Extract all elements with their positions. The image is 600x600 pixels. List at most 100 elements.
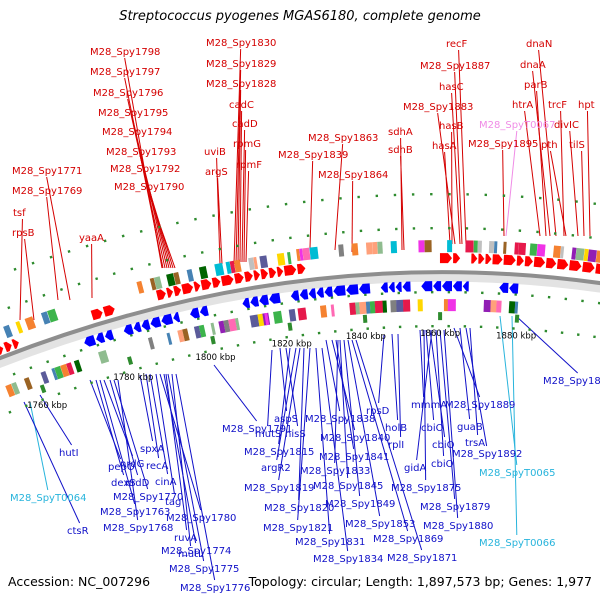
reverse-gene-label[interactable]: tag <box>165 497 181 508</box>
forward-gene-label[interactable]: sdhA <box>388 127 413 138</box>
forward-gene-label[interactable]: divIC <box>554 120 579 131</box>
forward-gene-label[interactable]: M28_Spy1793 <box>106 147 176 158</box>
reverse-gene-label[interactable]: M28_Spy1763 <box>100 507 170 518</box>
forward-gene-label[interactable]: M28_Spy1771 <box>12 166 82 177</box>
reverse-gene-label[interactable]: M28_Spy1849 <box>325 499 395 510</box>
reverse-gene-label[interactable]: M28_Spy1820 <box>264 503 334 514</box>
reverse-gene-label[interactable]: rplI <box>388 440 404 451</box>
forward-gene-label[interactable]: hasA <box>432 141 457 152</box>
forward-gene-label[interactable]: hpt <box>578 100 595 111</box>
forward-gene-label[interactable]: M28_Spy1796 <box>93 88 163 99</box>
reverse-gene-label[interactable]: M28_Spy1770 <box>113 492 183 503</box>
reverse-gene-label[interactable]: mutS <box>255 429 281 440</box>
forward-gene-label[interactable]: uviB <box>204 147 226 158</box>
reverse-gene-label[interactable]: nrdD <box>125 478 150 489</box>
reverse-gene-label[interactable]: M28_Spy1896 <box>543 376 600 387</box>
reverse-gene-label[interactable]: M28_Spy1815 <box>244 447 314 458</box>
reverse-gene-label[interactable]: M28_Spy1775 <box>169 564 239 575</box>
forward-gene-label[interactable]: cadD <box>232 119 258 130</box>
forward-gene-label[interactable]: recF <box>446 39 468 50</box>
forward-gene-label[interactable]: rpsB <box>12 228 35 239</box>
forward-gene-label[interactable]: M28_Spy1829 <box>206 59 276 70</box>
reverse-gene-label[interactable]: M28_Spy1853 <box>345 519 415 530</box>
forward-gene-label[interactable]: M28_Spy1864 <box>318 170 388 181</box>
reverse-gene-label[interactable]: M28_Spy1831 <box>295 537 365 548</box>
forward-gene-label[interactable]: M28_Spy1795 <box>98 108 168 119</box>
forward-gene-label[interactable]: M28_Spy1887 <box>420 61 490 72</box>
reverse-gene-label[interactable]: M28_SpyT0065 <box>479 468 556 479</box>
forward-gene-label[interactable]: M28_Spy1790 <box>114 182 184 193</box>
reverse-gene-label[interactable]: M28_SpyT0066 <box>479 538 556 549</box>
forward-gene-label[interactable]: M28_Spy1794 <box>102 127 172 138</box>
reverse-gene-label[interactable]: argR2 <box>261 463 291 474</box>
reverse-gene-label[interactable]: pepO <box>108 462 135 473</box>
forward-gene-label[interactable]: dnaN <box>526 39 552 50</box>
forward-gene-label[interactable]: cadC <box>229 100 254 111</box>
reverse-gene-label[interactable]: M28_Spy1768 <box>103 523 173 534</box>
forward-gene-label[interactable]: M28_Spy1830 <box>206 38 276 49</box>
reverse-gene-label[interactable]: M28_Spy1875 <box>391 483 461 494</box>
reverse-gene-label[interactable]: holB <box>385 423 407 434</box>
reverse-gene-label[interactable]: M28_Spy1845 <box>313 481 383 492</box>
forward-gene-label[interactable]: argS <box>205 167 228 178</box>
reverse-gene-label[interactable]: cbiO <box>431 459 454 470</box>
forward-gene-label[interactable]: M28_SpyT0067 <box>479 120 556 131</box>
reverse-gene-label[interactable]: recA <box>146 461 169 472</box>
reverse-gene-label[interactable]: hisS <box>285 429 306 440</box>
reverse-gene-label[interactable]: M28_Spy1880 <box>423 521 493 532</box>
reverse-gene-label[interactable]: M28_Spy1834 <box>313 554 383 565</box>
forward-gene-label[interactable]: hasC <box>439 82 464 93</box>
reverse-gene-label[interactable]: M28_Spy1840 <box>320 433 390 444</box>
forward-gene-label[interactable]: M28_Spy1797 <box>90 67 160 78</box>
reverse-gene-label[interactable]: aspS <box>274 414 298 425</box>
forward-gene-label[interactable]: M28_Spy1792 <box>110 164 180 175</box>
reverse-gene-label[interactable]: trsA <box>465 438 485 449</box>
reverse-gene-label[interactable]: M28_Spy1776 <box>180 583 250 594</box>
reverse-gene-label[interactable]: mutL <box>178 549 204 560</box>
reverse-gene-label[interactable]: M28_SpyT0064 <box>10 493 87 504</box>
forward-gene-label[interactable]: parB <box>524 80 548 91</box>
reverse-gene-label[interactable]: M28_Spy1833 <box>300 466 370 477</box>
forward-gene-label[interactable]: tsf <box>13 208 26 219</box>
reverse-gene-label[interactable]: cbiO <box>421 423 444 434</box>
forward-gene-label[interactable]: trcF <box>548 100 567 111</box>
forward-gene-label[interactable]: M28_Spy1839 <box>278 150 348 161</box>
forward-gene-label[interactable]: pth <box>541 140 558 151</box>
forward-gene-label[interactable]: yaaA <box>79 233 104 244</box>
reverse-gene-label[interactable]: M28_Spy1869 <box>373 534 443 545</box>
forward-gene-label[interactable]: M28_Spy1863 <box>308 133 378 144</box>
reverse-gene-label[interactable]: M28_Spy1879 <box>420 502 490 513</box>
reverse-gene-label[interactable]: gidA <box>404 463 426 474</box>
forward-gene-label[interactable]: M28_Spy1883 <box>403 102 473 113</box>
forward-gene-label[interactable]: rpmG <box>233 139 261 150</box>
reverse-gene-label[interactable]: mmmA <box>411 400 447 411</box>
forward-gene-label[interactable]: tilS <box>569 140 585 151</box>
reverse-gene-label[interactable]: hutI <box>59 448 79 459</box>
forward-gene-label[interactable]: M28_Spy1828 <box>206 79 276 90</box>
reverse-gene-label[interactable]: cinA <box>155 477 177 488</box>
forward-gene-label[interactable]: M28_Spy1895 <box>468 139 538 150</box>
reverse-gene-label[interactable]: M28_Spy1819 <box>244 483 314 494</box>
reverse-gene-label[interactable]: M28_Spy1838 <box>305 414 375 425</box>
reverse-gene-label[interactable]: M28_Spy1892 <box>452 449 522 460</box>
reverse-gene-label[interactable]: rpsD <box>366 406 390 417</box>
forward-gene-label[interactable]: dnaA <box>520 60 546 71</box>
reverse-gene-label[interactable]: M28_Spy1821 <box>263 523 333 534</box>
reverse-gene-label[interactable]: dexS <box>111 478 136 489</box>
forward-gene-label[interactable]: rpmF <box>236 160 262 171</box>
reverse-gene-label[interactable]: ruvA <box>174 533 197 544</box>
forward-gene-label[interactable]: sdhB <box>388 145 413 156</box>
reverse-gene-label[interactable]: ctsR <box>67 526 89 537</box>
reverse-gene-label[interactable]: guaB <box>457 422 483 433</box>
reverse-gene-label[interactable]: M28_Spy1889 <box>445 400 515 411</box>
forward-gene-label[interactable]: M28_Spy1769 <box>12 186 82 197</box>
forward-gene-label[interactable]: hasB <box>439 121 464 132</box>
reverse-gene-label[interactable]: nrdG <box>120 459 144 470</box>
forward-gene-label[interactable]: htrA <box>512 100 533 111</box>
reverse-gene-label[interactable]: M28_Spy1791 <box>222 424 292 435</box>
reverse-gene-label[interactable]: cbiO <box>432 440 455 451</box>
forward-gene-label[interactable]: M28_Spy1798 <box>90 47 160 58</box>
reverse-gene-label[interactable]: M28_Spy1774 <box>161 546 231 557</box>
reverse-gene-label[interactable]: M28_Spy1871 <box>387 553 457 564</box>
reverse-gene-label[interactable]: M28_Spy1841 <box>319 452 389 463</box>
